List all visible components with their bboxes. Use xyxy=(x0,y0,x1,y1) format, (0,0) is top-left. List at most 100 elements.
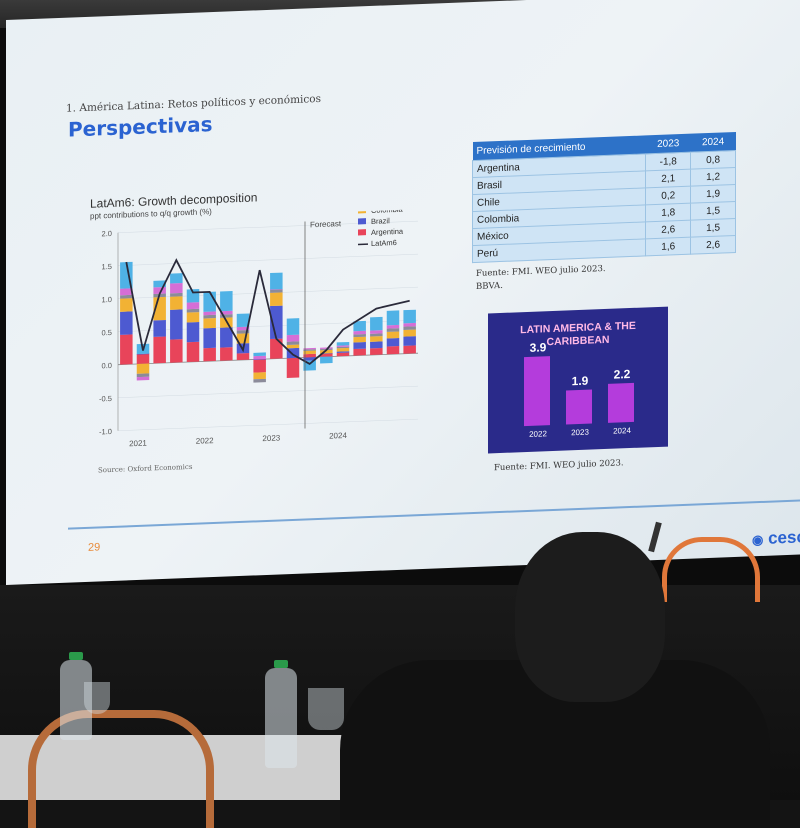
audience-member-head xyxy=(515,532,665,702)
x-axis-label: 2023 xyxy=(262,433,280,443)
bar-segment-brazil xyxy=(170,309,183,339)
y-tick-label: -0.5 xyxy=(99,394,112,403)
bar-segment-argentina xyxy=(270,339,283,359)
bar-segment-chile xyxy=(370,330,383,334)
legend-label: Argentina xyxy=(371,227,404,237)
wine-glass xyxy=(308,688,344,730)
bar-segment-mexico xyxy=(387,310,400,325)
bottle-cap xyxy=(274,660,288,668)
bar-segment-argentina xyxy=(370,348,383,355)
lac-bar xyxy=(608,383,634,423)
bar-segment-colombia xyxy=(203,318,216,328)
bar-segment-brazil xyxy=(187,322,200,342)
bar-segment-peru xyxy=(187,309,200,313)
x-axis-label: 2024 xyxy=(329,431,347,441)
y-tick-label: 1.0 xyxy=(102,295,112,304)
bar-segment-chile xyxy=(353,331,366,335)
water-bottle xyxy=(265,668,297,768)
table-cell: 1,9 xyxy=(691,184,736,203)
slide-subtitle: 1. América Latina: Retos políticos y eco… xyxy=(66,93,321,115)
bar-segment-peru xyxy=(370,333,383,336)
bar-segment-brazil xyxy=(403,336,416,346)
bar-segment-brazil xyxy=(203,328,216,348)
y-tick-label: -1.0 xyxy=(99,427,112,436)
bar-segment-colombia xyxy=(353,337,366,343)
table-cell: -1,8 xyxy=(646,152,691,171)
projected-slide: 1. América Latina: Retos políticos y eco… xyxy=(6,0,800,585)
bar-segment-mexico xyxy=(170,273,183,283)
bar-segment-chile xyxy=(403,323,416,327)
brand-logo: ◉ cesc xyxy=(752,527,800,549)
bar-segment-argentina xyxy=(253,359,266,373)
bottle-cap xyxy=(69,652,83,660)
bar-segment-mexico xyxy=(270,273,283,290)
bar-segment-colombia xyxy=(137,363,150,373)
bar-segment-peru xyxy=(387,328,400,332)
slide-title: Perspectivas xyxy=(68,112,213,142)
bar-segment-argentina xyxy=(153,336,166,363)
bar-segment-argentina xyxy=(337,353,350,357)
table-cell: 1,2 xyxy=(691,167,736,186)
bar-segment-chile xyxy=(187,302,200,309)
bar-segment-brazil xyxy=(353,342,366,349)
bar-segment-mexico xyxy=(203,292,216,312)
bar-segment-argentina xyxy=(137,354,150,364)
table-cell: 2,6 xyxy=(646,220,691,239)
lac-bar-value: 2.2 xyxy=(602,366,642,382)
bar-segment-chile xyxy=(137,377,150,381)
lac-bar-value: 3.9 xyxy=(518,339,558,355)
y-tick-label: 0.5 xyxy=(102,328,112,337)
bar-segment-colombia xyxy=(287,345,300,349)
legend-swatch-colombia xyxy=(358,209,366,214)
table-source: Fuente: FMI. WEO julio 2023. BBVA. xyxy=(476,259,696,293)
bar-segment-chile xyxy=(287,335,300,342)
bar-segment-colombia xyxy=(187,312,200,322)
legend-swatch-brazil xyxy=(358,218,366,224)
table-header-cell: 2023 xyxy=(646,134,691,154)
bar-segment-mexico xyxy=(253,352,266,356)
wooden-chair xyxy=(28,710,214,828)
legend-swatch-argentina xyxy=(358,229,366,235)
x-axis-label: 2022 xyxy=(196,436,214,446)
y-tick-label: 0.0 xyxy=(102,361,112,370)
bar-segment-brazil xyxy=(370,341,383,348)
bar-segment-peru xyxy=(203,315,216,319)
legend-label: LatAm6 xyxy=(371,238,397,248)
bar-segment-argentina xyxy=(220,347,233,361)
glass xyxy=(84,682,110,714)
lac-bar-year: 2023 xyxy=(560,427,600,438)
table-cell: 1,5 xyxy=(691,201,736,220)
brand-icon: ◉ xyxy=(752,532,763,547)
table-cell: 1,8 xyxy=(646,203,691,222)
table-cell: 2,6 xyxy=(691,235,736,254)
bar-segment-brazil xyxy=(387,338,400,346)
table-cell: 0,8 xyxy=(691,150,736,169)
legend-label: Brazil xyxy=(371,216,390,226)
lac-bar-year: 2024 xyxy=(602,426,642,437)
bar-segment-peru xyxy=(403,326,416,330)
bar-segment-peru xyxy=(287,341,300,345)
bar-segment-mexico xyxy=(337,342,350,346)
bar-segment-chile xyxy=(253,356,266,360)
x-axis-label: 2021 xyxy=(129,439,147,449)
bar-segment-brazil xyxy=(153,320,166,337)
lac-bar xyxy=(524,356,550,426)
orange-chair xyxy=(662,537,760,602)
table-cell: 2,1 xyxy=(646,169,691,188)
bar-segment-chile xyxy=(203,311,216,315)
grid-line xyxy=(118,419,418,431)
bar-segment-peru xyxy=(120,295,133,299)
table-cell: 1,6 xyxy=(646,237,691,256)
bar-segment-argentina xyxy=(237,353,250,360)
latam6-line xyxy=(126,251,409,371)
grid-line xyxy=(118,254,418,266)
bar-segment-mexico xyxy=(320,356,333,363)
bar-segment-mexico xyxy=(403,310,416,324)
bar-segment-mexico xyxy=(370,317,383,331)
bar-segment-argentina xyxy=(403,345,416,353)
grid-line xyxy=(118,386,418,398)
bar-segment-argentina xyxy=(187,342,200,362)
bar-segment-argentina xyxy=(170,339,183,363)
